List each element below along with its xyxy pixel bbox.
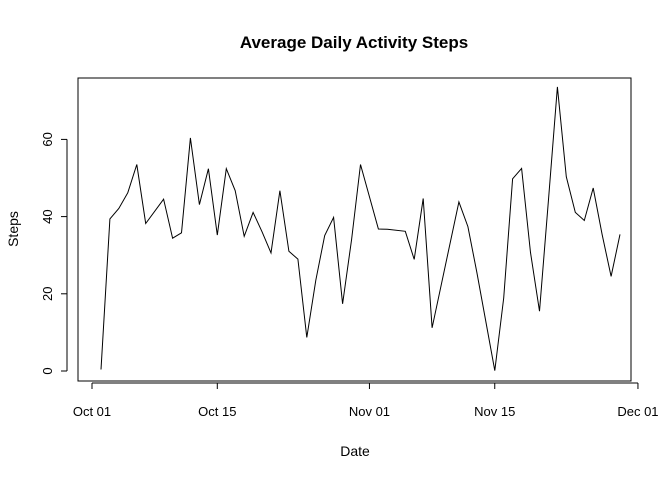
y-tick-label: 20 xyxy=(40,287,55,301)
y-tick-label: 60 xyxy=(40,132,55,146)
x-axis: Oct 01 Oct 15 Nov 01 Nov 15 Dec 01 xyxy=(73,382,659,419)
x-axis-label: Date xyxy=(340,443,370,459)
plot-box xyxy=(77,77,632,382)
x-tick-label: Oct 15 xyxy=(198,404,236,419)
x-tick-label: Dec 01 xyxy=(617,404,658,419)
series-line xyxy=(100,86,621,371)
y-axis: 0 20 40 60 xyxy=(40,132,68,375)
x-tick-label: Oct 01 xyxy=(73,404,111,419)
y-axis-label: Steps xyxy=(5,211,21,247)
y-tick-label: 0 xyxy=(40,367,55,374)
x-tick-label: Nov 15 xyxy=(474,404,515,419)
chart-title: Average Daily Activity Steps xyxy=(240,33,468,52)
x-tick-label: Nov 01 xyxy=(349,404,390,419)
y-tick-label: 40 xyxy=(40,209,55,223)
